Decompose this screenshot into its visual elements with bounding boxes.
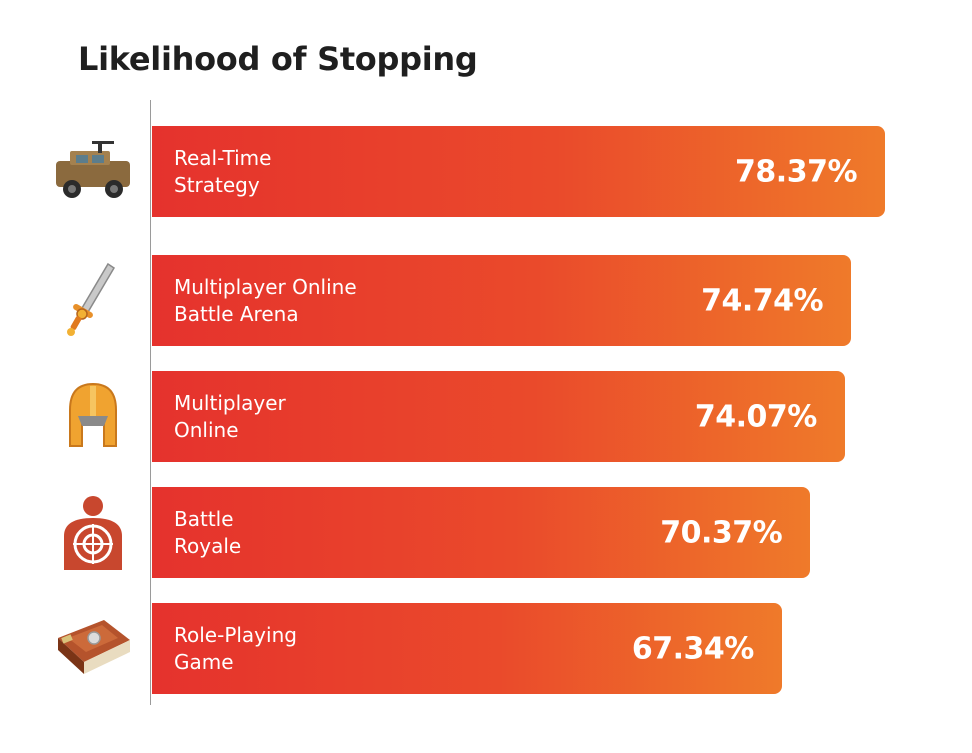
target-silhouette-icon xyxy=(48,492,138,572)
value-label: 74.74% xyxy=(701,283,824,318)
spellbook-icon xyxy=(48,608,138,688)
bar-row: Battle Royale 70.37% xyxy=(0,487,972,578)
value-label: 70.37% xyxy=(660,515,783,550)
category-label: Real-Time Strategy xyxy=(174,145,272,197)
category-label: Multiplayer Online Battle Arena xyxy=(174,274,357,326)
axis-line xyxy=(150,100,151,705)
value-label: 74.07% xyxy=(694,399,817,434)
chart-title: Likelihood of Stopping xyxy=(78,40,478,78)
bar: Battle Royale 70.37% xyxy=(152,487,811,578)
category-label: Multiplayer Online xyxy=(174,390,286,442)
value-label: 67.34% xyxy=(631,631,754,666)
category-label: Role-Playing Game xyxy=(174,622,297,674)
bar: Multiplayer Online 74.07% xyxy=(152,371,845,462)
category-label: Battle Royale xyxy=(174,506,242,558)
bar-row: Role-Playing Game 67.34% xyxy=(0,603,972,694)
bar-row: Multiplayer Online Battle Arena 74.74% xyxy=(0,255,972,346)
bar-row: Multiplayer Online 74.07% xyxy=(0,371,972,462)
bar: Real-Time Strategy 78.37% xyxy=(152,126,885,217)
sword-icon xyxy=(48,260,138,340)
value-label: 78.37% xyxy=(735,154,857,189)
armored-vehicle-icon xyxy=(48,131,138,211)
helmet-icon xyxy=(48,376,138,456)
bar-row: Real-Time Strategy 78.37% xyxy=(0,126,972,217)
bar: Multiplayer Online Battle Arena 74.74% xyxy=(152,255,852,346)
bar: Role-Playing Game 67.34% xyxy=(152,603,782,694)
